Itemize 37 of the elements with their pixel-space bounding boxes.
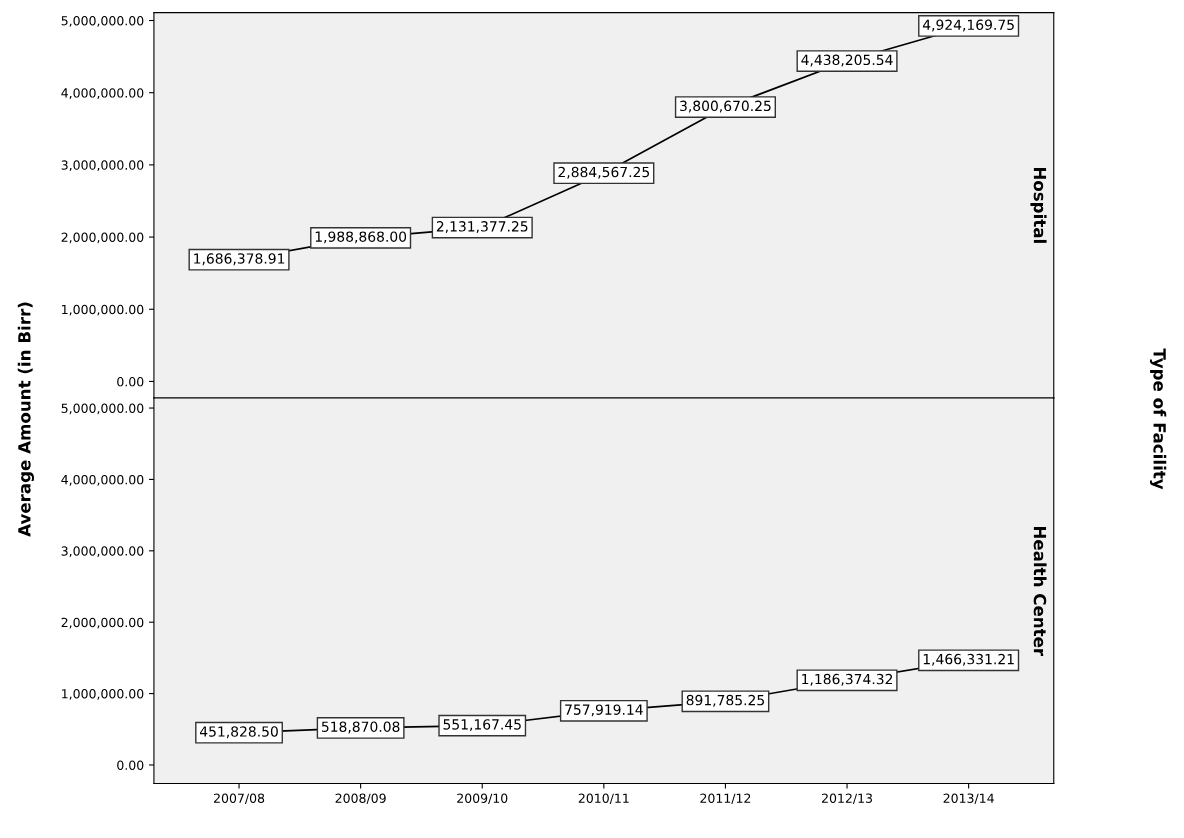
data-label: 757,919.14 — [565, 704, 643, 717]
data-label: 891,785.25 — [686, 694, 764, 707]
x-tick-label: 2008/09 — [335, 793, 386, 804]
y-tick-label: 4,000,000.00 — [61, 474, 144, 486]
x-tick-label: 2013/14 — [943, 793, 994, 804]
y-axis-title: Average Amount (in Birr) — [17, 302, 35, 537]
y-tick-label: 1,000,000.00 — [62, 304, 144, 316]
data-label: 4,924,169.75 — [922, 19, 1014, 32]
y-tick-label: 3,000,000.00 — [61, 546, 144, 558]
data-label: 451,828.50 — [199, 726, 278, 739]
y-tick-label: 3,000,000.00 — [61, 160, 144, 172]
text: Hospital — [1030, 167, 1047, 243]
y-tick-label: 4,000,000.00 — [61, 88, 144, 99]
x-tick-label: 2012/13 — [821, 793, 872, 804]
data-label: 4,438,205.54 — [801, 54, 893, 67]
data-label: 1,466,331.21 — [923, 653, 1014, 666]
data-label: 3,800,670.25 — [680, 100, 771, 113]
data-label: 2,884,567.25 — [558, 166, 650, 179]
data-label: 1,686,378.91 — [194, 253, 285, 266]
data-label: 2,131,377.25 — [436, 221, 528, 234]
data-label: 551,167.45 — [443, 719, 521, 732]
x-tick-label: 2009/10 — [457, 793, 508, 804]
y-tick-label: 1,000,000.00 — [62, 689, 144, 700]
y-tick-label: 0.00 — [117, 376, 144, 387]
y2-axis-title: Type of Facility — [1149, 348, 1167, 490]
x-tick-label: 2007/08 — [213, 793, 265, 804]
x-tick-label: 2011/12 — [700, 793, 751, 804]
data-label: 1,186,374.32 — [802, 673, 893, 686]
y-tick-label: 5,000,000.00 — [61, 15, 144, 27]
text: Health Center — [1033, 526, 1047, 657]
data-label: 518,870.08 — [321, 721, 400, 734]
y-tick-label: 0.00 — [117, 760, 144, 770]
x-tick-label: 2010/11 — [578, 793, 629, 804]
data-label: 1,988,868.00 — [315, 231, 407, 244]
y-tick-label: 2,000,000.00 — [61, 617, 144, 629]
y-tick-label: 2,000,000.00 — [61, 232, 144, 244]
y-tick-label: 5,000,000.00 — [61, 403, 144, 415]
